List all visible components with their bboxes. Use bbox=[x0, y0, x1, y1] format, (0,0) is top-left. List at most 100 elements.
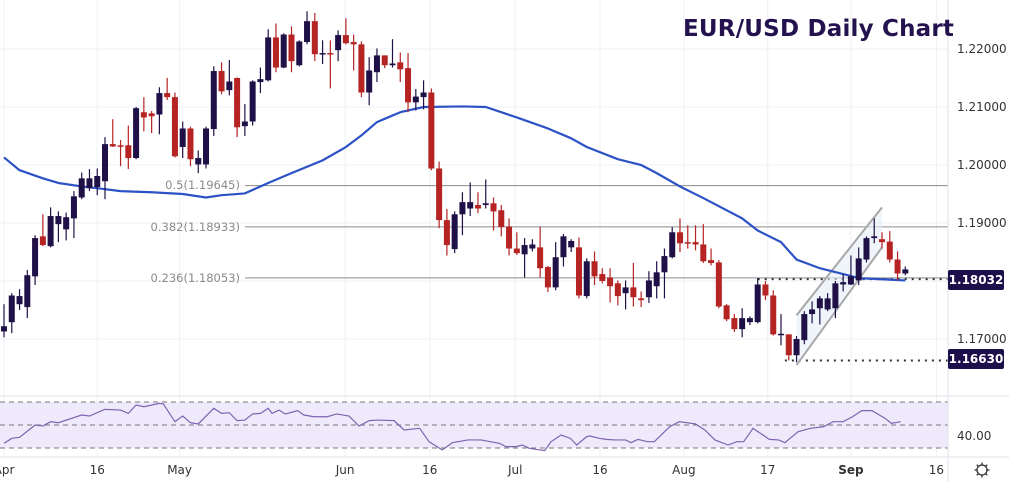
price-badge-low: 1.16630 bbox=[948, 349, 1004, 369]
candle-body bbox=[78, 178, 85, 198]
candle-body bbox=[816, 298, 823, 309]
candle-body bbox=[653, 272, 660, 287]
moving-average-line bbox=[3, 105, 906, 282]
candle-body bbox=[544, 267, 551, 288]
candle-body bbox=[614, 283, 621, 297]
candle-body bbox=[762, 284, 769, 296]
candle-body bbox=[296, 41, 303, 66]
candle-body bbox=[607, 277, 614, 287]
candle-body bbox=[140, 112, 147, 118]
candle-body bbox=[1, 326, 7, 332]
candle-body bbox=[32, 238, 39, 277]
candle-body bbox=[871, 236, 878, 239]
candle-body bbox=[840, 282, 847, 285]
candle-body bbox=[288, 34, 295, 62]
candle-body bbox=[739, 318, 746, 330]
candle-body bbox=[373, 55, 380, 73]
grid bbox=[0, 0, 948, 456]
candle-body bbox=[218, 71, 225, 92]
candle-body bbox=[47, 216, 54, 247]
candle-body bbox=[272, 37, 279, 68]
candle-body bbox=[622, 287, 629, 294]
candle-body bbox=[148, 113, 155, 117]
candle-body bbox=[117, 145, 124, 147]
chart-title: EUR/USD Daily Chart bbox=[683, 16, 955, 42]
candle-body bbox=[265, 37, 272, 81]
candle-body bbox=[16, 296, 23, 305]
candle-body bbox=[482, 203, 489, 206]
moving-average bbox=[3, 105, 906, 282]
candle-body bbox=[785, 334, 792, 356]
candle-body bbox=[847, 276, 854, 285]
time-tick-label: 17 bbox=[760, 463, 775, 477]
candle-body bbox=[133, 108, 140, 159]
candle-body bbox=[389, 63, 396, 66]
time-tick-label: Apr bbox=[0, 463, 14, 477]
channel-lower-line bbox=[795, 246, 883, 366]
candle-body bbox=[778, 333, 784, 336]
candle-body bbox=[412, 96, 419, 103]
candle-body bbox=[459, 202, 466, 215]
fib-label-0.236: 0.236(1.18053) bbox=[150, 271, 240, 285]
price-badge-support: 1.18032 bbox=[948, 270, 1004, 290]
candles bbox=[1, 11, 909, 363]
candle-body bbox=[249, 81, 256, 122]
candle-body bbox=[311, 21, 318, 55]
price-tick-label: 1.21000 bbox=[957, 100, 1007, 114]
candle-body bbox=[863, 238, 870, 260]
candle-body bbox=[55, 216, 62, 225]
price-tick-label: 1.22000 bbox=[957, 42, 1007, 56]
rsi-pane bbox=[0, 401, 948, 452]
candle-body bbox=[793, 339, 800, 356]
candle-body bbox=[179, 128, 186, 148]
price-tick-label: 1.20000 bbox=[957, 158, 1007, 172]
time-tick-label: May bbox=[167, 463, 192, 477]
candle-body bbox=[886, 241, 893, 260]
candle-body bbox=[645, 280, 652, 298]
candle-body bbox=[855, 258, 862, 281]
candle-body bbox=[405, 68, 412, 103]
candle-body bbox=[125, 145, 132, 159]
candle-body bbox=[474, 205, 481, 209]
rsi-line bbox=[3, 402, 901, 452]
candle-body bbox=[24, 275, 31, 308]
candle-body bbox=[894, 259, 901, 274]
time-tick-label: Aug bbox=[672, 463, 695, 477]
candle-body bbox=[397, 62, 404, 70]
candle-body bbox=[521, 245, 528, 255]
candle-body bbox=[700, 244, 707, 262]
candle-body bbox=[467, 202, 474, 209]
candle-body bbox=[319, 53, 326, 55]
candle-body bbox=[350, 42, 357, 45]
time-tick-label: 16 bbox=[929, 463, 944, 477]
candle-body bbox=[583, 261, 590, 297]
candle-body bbox=[746, 318, 753, 323]
candle-body bbox=[692, 242, 699, 245]
candle-body bbox=[770, 295, 777, 335]
candle-body bbox=[358, 44, 365, 93]
candle-body bbox=[171, 97, 178, 157]
candle-body bbox=[676, 232, 683, 244]
candle-body bbox=[630, 287, 637, 298]
candle-body bbox=[669, 232, 676, 258]
candle-body bbox=[832, 283, 839, 309]
candle-body bbox=[560, 236, 567, 258]
candle-body bbox=[335, 35, 342, 51]
time-tick-label: 16 bbox=[90, 463, 105, 477]
channel-upper-line bbox=[795, 206, 883, 316]
fib-label-0.5: 0.5(1.19645) bbox=[165, 178, 240, 192]
candle-body bbox=[187, 128, 194, 160]
candle-body bbox=[537, 247, 544, 269]
candle-body bbox=[8, 295, 15, 323]
ascending-channel bbox=[795, 206, 883, 366]
candle-body bbox=[708, 260, 715, 264]
candle-body bbox=[102, 144, 109, 182]
candle-body bbox=[552, 257, 559, 288]
candle-body bbox=[210, 71, 217, 130]
candle-body bbox=[715, 262, 722, 307]
settings-gear-icon[interactable] bbox=[973, 461, 991, 479]
candle-body bbox=[195, 158, 202, 165]
candle-body bbox=[506, 226, 513, 249]
